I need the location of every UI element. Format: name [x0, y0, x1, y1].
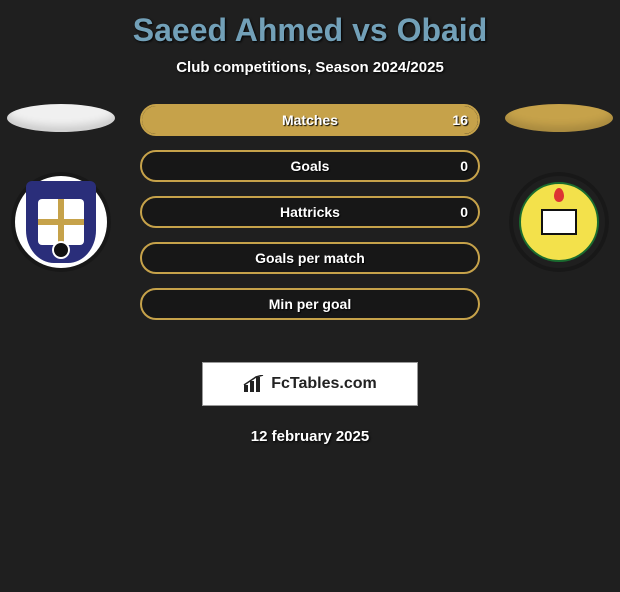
stat-value-right: 0: [460, 198, 468, 226]
stat-value-right: 16: [452, 106, 468, 134]
player-left-oval: [7, 104, 115, 132]
comparison-arena: Matches 16 Goals 0 Hattricks 0 Goals per match…: [0, 104, 620, 344]
book-icon: [541, 209, 577, 235]
stat-label: Goals: [291, 158, 330, 174]
stat-row: Goals 0: [140, 150, 480, 182]
stat-row: Hattricks 0: [140, 196, 480, 228]
subtitle: Club competitions, Season 2024/2025: [0, 59, 620, 76]
player-left-pod: [6, 104, 116, 268]
team-badge-left-shield: [26, 181, 96, 263]
stat-value-right: 0: [460, 152, 468, 180]
team-badge-right-disc: [519, 182, 599, 262]
team-badge-right: [513, 176, 605, 268]
player-right-oval: [505, 104, 613, 132]
player-right-pod: [504, 104, 614, 268]
cross-icon: [38, 199, 84, 245]
stat-row: Matches 16: [140, 104, 480, 136]
stat-column: Matches 16 Goals 0 Hattricks 0 Goals per match…: [140, 104, 480, 334]
bar-chart-icon: [243, 375, 265, 393]
stat-label: Goals per match: [255, 250, 365, 266]
date-line: 12 february 2025: [0, 428, 620, 445]
page-title: Saeed Ahmed vs Obaid: [0, 12, 620, 49]
brand-text: FcTables.com: [271, 375, 377, 393]
team-badge-left: [15, 176, 107, 268]
flame-icon: [554, 188, 564, 202]
stat-label: Min per goal: [269, 296, 351, 312]
stat-row: Min per goal: [140, 288, 480, 320]
stat-label: Hattricks: [280, 204, 340, 220]
football-icon: [52, 241, 70, 259]
brand-box: FcTables.com: [202, 362, 418, 406]
stat-label: Matches: [282, 112, 338, 128]
stat-row: Goals per match: [140, 242, 480, 274]
